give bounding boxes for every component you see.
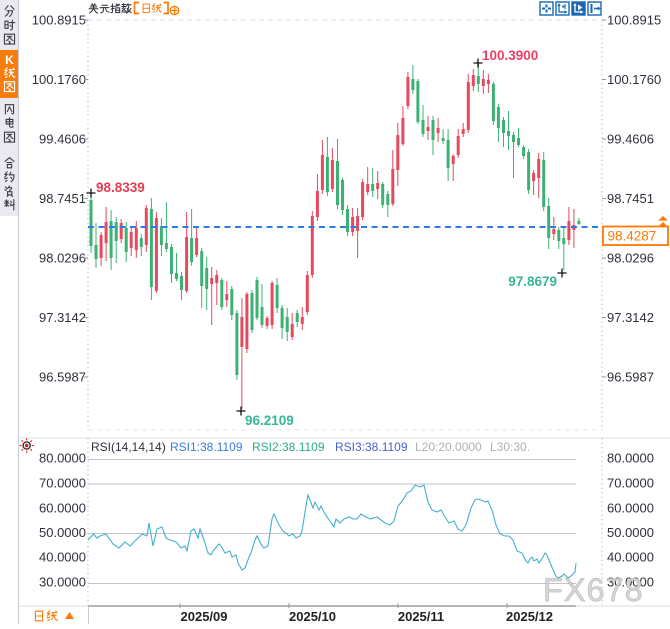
svg-text:100.8915: 100.8915 — [607, 13, 661, 28]
svg-text:RSI3:38.1109: RSI3:38.1109 — [335, 440, 408, 454]
svg-text:2025/12: 2025/12 — [506, 609, 553, 624]
svg-text:2025/10: 2025/10 — [289, 609, 336, 624]
svg-text:96.2109: 96.2109 — [245, 413, 294, 428]
svg-text:96.5987: 96.5987 — [39, 370, 86, 385]
svg-text:30.0000: 30.0000 — [607, 575, 654, 590]
svg-text:40.0000: 40.0000 — [39, 550, 86, 565]
svg-text:50.0000: 50.0000 — [39, 525, 86, 540]
svg-text:98.0296: 98.0296 — [607, 251, 654, 266]
svg-text:98.7451: 98.7451 — [607, 191, 654, 206]
svg-text:98.7451: 98.7451 — [39, 191, 86, 206]
svg-text:96.5987: 96.5987 — [607, 370, 654, 385]
svg-text:60.0000: 60.0000 — [607, 501, 654, 516]
svg-text:100.3900: 100.3900 — [482, 48, 538, 63]
svg-text:70.0000: 70.0000 — [39, 476, 86, 491]
svg-text:99.4606: 99.4606 — [39, 132, 86, 147]
svg-text:L30:30.: L30:30. — [490, 440, 530, 454]
svg-text:2025/11: 2025/11 — [398, 609, 444, 624]
svg-text:98.4287: 98.4287 — [608, 229, 657, 244]
svg-text:RSI1:38.1109: RSI1:38.1109 — [170, 440, 243, 454]
svg-text:30.0000: 30.0000 — [39, 575, 86, 590]
svg-text:98.0296: 98.0296 — [39, 251, 86, 266]
svg-text:100.1760: 100.1760 — [32, 72, 86, 87]
svg-text:RSI2:38.1109: RSI2:38.1109 — [252, 440, 325, 454]
svg-text:70.0000: 70.0000 — [607, 476, 654, 491]
svg-text:80.0000: 80.0000 — [39, 451, 86, 466]
svg-text:FX678: FX678 — [543, 572, 644, 608]
svg-text:97.3142: 97.3142 — [39, 310, 86, 325]
svg-text:2025/09: 2025/09 — [181, 609, 228, 624]
svg-text:99.4606: 99.4606 — [607, 132, 654, 147]
svg-text:97.8679: 97.8679 — [508, 274, 557, 289]
svg-text:100.1760: 100.1760 — [607, 72, 661, 87]
svg-text:RSI(14,14,14): RSI(14,14,14) — [91, 440, 166, 454]
svg-text:L20:20.0000: L20:20.0000 — [415, 440, 482, 454]
svg-text:40.0000: 40.0000 — [607, 550, 654, 565]
svg-text:97.3142: 97.3142 — [607, 310, 654, 325]
svg-text:K: K — [5, 53, 14, 67]
svg-text:100.8915: 100.8915 — [32, 13, 86, 28]
svg-text:50.0000: 50.0000 — [607, 525, 654, 540]
svg-text:98.8339: 98.8339 — [96, 180, 145, 195]
svg-text:60.0000: 60.0000 — [39, 501, 86, 516]
svg-text:80.0000: 80.0000 — [607, 451, 654, 466]
